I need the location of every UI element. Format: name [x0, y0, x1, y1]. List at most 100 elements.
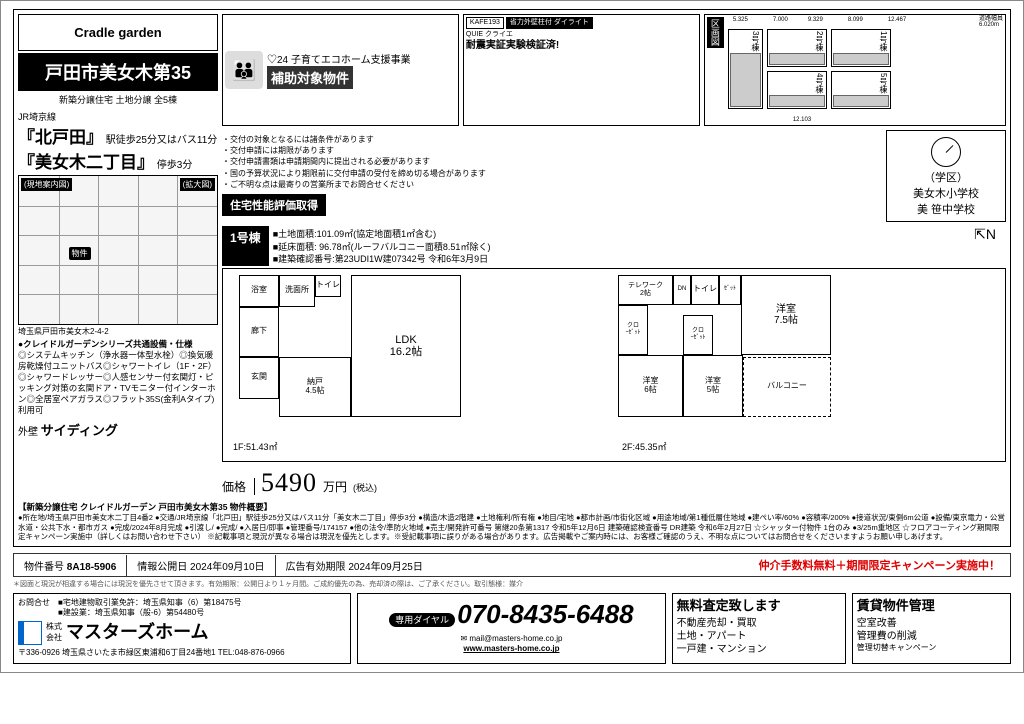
map-label-local: (現地案内図)	[21, 178, 72, 191]
logo-text: Cradle garden	[74, 25, 161, 40]
station-name-1: 北戸田	[18, 128, 103, 147]
room-bedroom-1: 洋室 6帖	[618, 355, 683, 417]
price-suffix: 万円	[323, 478, 347, 495]
brand-logo: Cradle garden	[18, 14, 218, 51]
rental-l1: 空室改善	[857, 617, 1006, 630]
license-2: ■建設業：埼玉県知事（般-6）第54480号	[58, 608, 242, 618]
school-district: （学区） 美女木小学校 美 笹中学校	[886, 130, 1006, 222]
performance-badge: 住宅性能評価取得	[222, 194, 326, 216]
map-caption: 埼玉県戸田市美女木2-4-2	[18, 326, 218, 337]
room-wash: 洗面所	[279, 275, 315, 307]
price-value: 5490	[261, 468, 317, 498]
station-access: JR埼京線 北戸田 駅徒歩25分又はバス11分 美女木二丁目 停歩3分	[18, 110, 218, 173]
appraisal-l2: 土地・アパート	[677, 630, 841, 643]
rental-l2: 管理費の削減	[857, 630, 1006, 643]
pub-date-label: 情報公開日	[137, 562, 187, 573]
disclaimer: ＊図面と現況が相違する場合には現況を優先させて頂きます。有効期限：公開日より１ヶ…	[13, 579, 1011, 589]
property-summary: 【新築分譲住宅 クレイドルガーデン 戸田市美女木第35 物件概要】 ●所在地/埼…	[18, 502, 1006, 542]
appraisal-title: 無料査定致します	[677, 598, 841, 615]
development-name: 戸田市美女木第35	[18, 53, 218, 91]
email: mail@masters-home.co.jp	[469, 634, 562, 643]
subsidy-notes: ・交付の対象となるには諸条件があります ・交付申請には期限があります ・交付申請…	[222, 134, 880, 190]
tel-label: 専用ダイヤル	[389, 613, 455, 627]
appraisal-l1: 不動産売却・買取	[677, 617, 841, 630]
clock-icon	[931, 137, 961, 167]
dim: 12.103	[793, 117, 811, 123]
map-label-wide: (拡大図)	[180, 178, 215, 191]
school-label: （学区）	[891, 169, 1001, 185]
exterior-label: 外壁	[18, 427, 38, 438]
unit-number-badge: 1号棟	[222, 226, 269, 266]
dim: 9.329	[808, 17, 823, 23]
room-ldk: LDK 16.2帖	[351, 275, 461, 417]
info-bar: 物件番号 8A18-5906 情報公開日 2024年09月10日 広告有効期限 …	[13, 553, 1011, 577]
rental-l3: 管理切替キャンペーン	[857, 643, 1006, 653]
closet-1: クロ ｰｾﾞｯﾄ	[618, 305, 648, 355]
room-bedroom-3: 洋室 7.5帖	[741, 275, 831, 355]
station-name-2: 美女木二丁目	[18, 153, 154, 172]
equipment-list: ●クレイドルガーデンシリーズ共通設備・仕様 ◎システムキッチン（浄水器一体型水栓…	[18, 339, 218, 416]
prop-id: 8A18-5906	[67, 562, 116, 573]
location-map: (現地案内図) (拡大図) 物件	[18, 175, 218, 325]
property-marker: 物件	[69, 247, 91, 260]
seismic-badge: 耐震実証実験検証済!	[466, 40, 697, 51]
land-area: ■土地面積:101.09㎡(協定地面積1㎡含む)	[273, 228, 491, 241]
room-hall: 廊下	[239, 307, 279, 357]
cert-badge-1: KAFE193	[466, 17, 504, 29]
cert-badge-2: 省力外壁柱付 ダイライト	[506, 17, 593, 29]
exp-date: 2024年09月25日	[348, 562, 423, 573]
equipment-items: ◎システムキッチン（浄水器一体型水栓）◎換気暖房乾燥付ユニットバス◎シャワートイ…	[18, 350, 218, 416]
site-plan-label: 区画図	[707, 17, 724, 48]
unit-specs: ■土地面積:101.09㎡(協定地面積1㎡含む) ■延床面積: 96.78㎡(ル…	[273, 228, 491, 266]
prop-id-label: 物件番号	[24, 562, 64, 573]
balcony: バルコニー	[743, 357, 831, 417]
price-label: 価格	[222, 478, 255, 495]
dim: 12.467	[888, 17, 906, 23]
pub-date: 2024年09月10日	[190, 562, 265, 573]
price-tax: (税込)	[353, 481, 377, 494]
cert-desc: QUIE クライエ	[466, 31, 697, 39]
dim: 5.325	[733, 17, 748, 23]
elementary-school: 美女木小学校	[891, 185, 1001, 201]
lot-2: 2号棟	[767, 29, 827, 67]
lot-5: 5号棟	[831, 71, 891, 109]
area-1f: 1F:51.43㎡	[233, 440, 278, 453]
contact-box: 専用ダイヤル 070-8435-6488 ✉ mail@masters-home…	[357, 593, 665, 664]
company-name: マスターズホーム	[66, 621, 209, 644]
company-logo-icon	[18, 621, 42, 645]
development-subtitle: 新築分譲住宅 土地分譲 全5棟	[18, 91, 218, 108]
room-storage: 納戸 4.5帖	[279, 357, 351, 417]
subsidy-main: 補助対象物件	[267, 66, 353, 89]
room-telework: テレワーク 2帖	[618, 275, 673, 305]
floor-plans: 浴室 洗面所 トイレ 廊下 玄関 納戸 4.5帖 LDK 16.2帖 1F:51…	[222, 268, 1006, 462]
dim: 8.099	[848, 17, 863, 23]
appraisal-l3: 一戸建・マンション	[677, 643, 841, 656]
certification-box: KAFE193 省力外壁柱付 ダイライト QUIE クライエ 耐震実証実験検証済…	[463, 14, 700, 126]
room-wc-2f: トイレ	[691, 275, 719, 305]
exterior-value: サイディング	[41, 423, 118, 438]
junior-high-school: 美 笹中学校	[891, 201, 1001, 217]
compass-icon: ⇱N	[974, 226, 996, 266]
equipment-title: ●クレイドルガーデンシリーズ共通設備・仕様	[18, 339, 218, 350]
train-line: JR埼京線	[18, 110, 218, 123]
summary-body: ●所在地/埼玉県戸田市美女木二丁目4番2 ●交通/JR埼京線「北戸田」駅徒歩25…	[18, 513, 1006, 542]
closet-3: ｾﾞｯﾄ	[719, 275, 741, 305]
appraisal-box: 無料査定致します 不動産売却・買取 土地・アパート 一戸建・マンション	[672, 593, 846, 664]
subsidy-pre: ♡24 子育てエコホーム支援事業	[267, 51, 411, 66]
exterior-wall: 外壁 サイディング	[18, 420, 218, 439]
family-icon: 👪	[225, 51, 263, 89]
station-walk-2: 停歩3分	[157, 160, 193, 171]
floor-area: ■延床面積: 96.78㎡(ルーフバルコニー面積8.51㎡除く)	[273, 241, 491, 254]
subsidy-banner: 👪 ♡24 子育てエコホーム支援事業 補助対象物件	[222, 14, 459, 126]
room-entrance: 玄関	[239, 357, 279, 399]
main-column: 👪 ♡24 子育てエコホーム支援事業 補助対象物件 KAFE193 省力外壁柱付…	[222, 14, 1006, 498]
lot-1: 1号棟	[831, 29, 891, 67]
left-column: Cradle garden 戸田市美女木第35 新築分譲住宅 土地分譲 全5棟 …	[18, 14, 218, 498]
campaign-banner: 仲介手数料無料＋期間限定キャンペーン実施中！	[749, 554, 1010, 576]
room-bath: 浴室	[239, 275, 279, 307]
footer: お問合せ ■宅地建物取引業免許：埼玉県知事（6）第18475号 ■建設業：埼玉県…	[13, 593, 1011, 664]
phone-number: 070-8435-6488	[457, 599, 633, 629]
inquiry-label: お問合せ	[18, 598, 50, 619]
price: 価格 5490 万円 (税込)	[222, 468, 1006, 498]
room-wc-1f: トイレ	[315, 275, 341, 297]
